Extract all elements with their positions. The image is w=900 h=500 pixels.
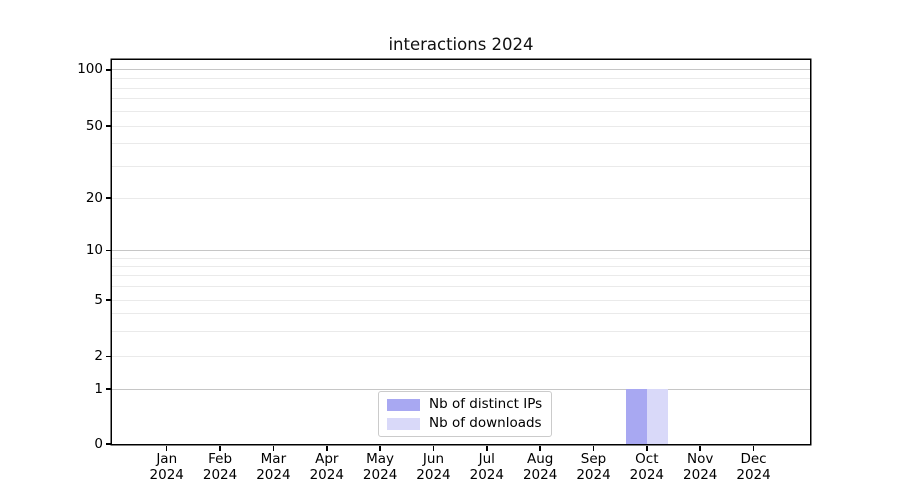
y-tick-label: 1 bbox=[94, 380, 103, 397]
x-tick-mark bbox=[486, 445, 488, 451]
legend-label: Nb of distinct IPs bbox=[429, 396, 543, 412]
y-tick-mark bbox=[105, 299, 111, 301]
y-minor-gridline bbox=[112, 87, 810, 89]
y-tick-mark bbox=[105, 125, 111, 127]
x-tick-mark bbox=[752, 445, 755, 451]
x-tick-label: Nov 2024 bbox=[665, 451, 735, 483]
y-minor-gridline bbox=[112, 275, 810, 277]
x-tick-label: May 2024 bbox=[345, 451, 415, 483]
legend: Nb of distinct IPs Nb of downloads bbox=[378, 391, 553, 437]
x-tick-mark bbox=[379, 445, 381, 451]
legend-entry: Nb of distinct IPs bbox=[387, 395, 542, 414]
y-tick-label: 20 bbox=[85, 189, 103, 206]
x-tick-month: Jun bbox=[422, 451, 444, 467]
x-tick-year: 2024 bbox=[629, 466, 665, 483]
y-tick-mark bbox=[105, 249, 111, 252]
bar-downloads bbox=[646, 389, 668, 444]
y-tick-mark bbox=[105, 443, 111, 445]
x-tick-month: Jan bbox=[156, 451, 178, 467]
y-tick-label: 2 bbox=[94, 347, 103, 364]
y-minor-gridline bbox=[112, 257, 810, 259]
y-minor-gridline bbox=[112, 313, 810, 315]
y-tick-mark bbox=[105, 355, 111, 358]
y-minor-gridline bbox=[112, 165, 810, 167]
x-tick-year: 2024 bbox=[416, 466, 451, 483]
x-tick-mark bbox=[326, 445, 328, 451]
x-tick-mark bbox=[539, 445, 541, 451]
y-minor-gridline bbox=[112, 98, 810, 100]
x-tick-mark bbox=[272, 445, 275, 451]
x-tick-month: Feb bbox=[208, 451, 233, 467]
x-tick-mark bbox=[592, 445, 595, 451]
legend-entry: Nb of downloads bbox=[387, 414, 542, 433]
x-tick-year: 2024 bbox=[202, 466, 238, 483]
x-tick-year: 2024 bbox=[736, 466, 771, 483]
x-tick-year: 2024 bbox=[576, 466, 611, 483]
y-tick-label: 10 bbox=[85, 242, 103, 258]
y-gridline bbox=[112, 250, 810, 251]
x-tick-label: Jul 2024 bbox=[452, 451, 522, 483]
legend-swatch bbox=[387, 417, 420, 430]
y-tick-mark bbox=[105, 388, 111, 390]
x-tick-year: 2024 bbox=[149, 466, 184, 483]
legend-label: Nb of downloads bbox=[429, 415, 542, 431]
y-minor-gridline bbox=[112, 286, 810, 288]
x-tick-month: Nov bbox=[687, 451, 714, 467]
x-tick-year: 2024 bbox=[522, 466, 558, 483]
x-tick-month: Jul bbox=[478, 451, 495, 467]
y-gridline bbox=[112, 69, 810, 71]
y-tick-label: 0 bbox=[94, 435, 103, 452]
bar-distinct-ips bbox=[625, 389, 647, 444]
x-tick-year: 2024 bbox=[683, 466, 718, 483]
x-tick-month: Mar bbox=[260, 451, 287, 467]
x-tick-month: Oct bbox=[635, 451, 659, 467]
x-tick-month: May bbox=[366, 451, 395, 467]
x-tick-mark bbox=[219, 445, 221, 451]
x-tick-mark bbox=[165, 445, 168, 451]
x-tick-mark bbox=[699, 445, 701, 451]
y-tick-label: 50 bbox=[85, 117, 103, 134]
plot-area: 0 1 2 5 10 20 50 100 Jan 2024 Feb 2024 Mar 2024 Apr 202… bbox=[77, 60, 810, 482]
x-tick-label: Apr 2024 bbox=[292, 451, 362, 483]
y-tick-label: 100 bbox=[77, 61, 103, 78]
x-tick-mark bbox=[432, 445, 435, 451]
y-minor-gridline bbox=[112, 110, 810, 112]
x-tick-mark bbox=[646, 445, 648, 451]
x-tick-label: Jan 2024 bbox=[132, 451, 202, 483]
x-tick-label: Dec 2024 bbox=[719, 451, 789, 483]
y-tick-label: 5 bbox=[94, 291, 103, 308]
legend-swatch bbox=[387, 398, 420, 411]
y-gridline bbox=[112, 355, 810, 357]
x-tick-year: 2024 bbox=[256, 466, 291, 483]
chart-title: interactions 2024 bbox=[388, 35, 534, 54]
x-tick-label: Sep 2024 bbox=[559, 451, 629, 483]
y-minor-gridline bbox=[112, 143, 810, 145]
x-tick-year: 2024 bbox=[362, 466, 398, 483]
x-tick-label: Jun 2024 bbox=[398, 451, 468, 483]
y-tick-mark bbox=[105, 197, 111, 199]
y-gridline bbox=[112, 197, 810, 199]
x-tick-label: Oct 2024 bbox=[612, 451, 682, 483]
x-tick-month: Dec bbox=[740, 451, 767, 467]
x-tick-month: Apr bbox=[315, 451, 339, 467]
y-minor-gridline bbox=[112, 330, 810, 332]
y-gridline bbox=[112, 388, 810, 390]
y-minor-gridline bbox=[112, 78, 810, 79]
y-gridline bbox=[112, 125, 810, 127]
y-minor-gridline bbox=[112, 265, 810, 267]
x-tick-label: Feb 2024 bbox=[185, 451, 255, 483]
x-tick-label: Aug 2024 bbox=[505, 451, 575, 483]
x-tick-year: 2024 bbox=[309, 466, 344, 483]
x-tick-month: Aug bbox=[526, 451, 554, 467]
x-tick-year: 2024 bbox=[469, 466, 504, 483]
y-tick-mark bbox=[105, 69, 111, 71]
x-tick-label: Mar 2024 bbox=[238, 451, 308, 483]
y-gridline bbox=[112, 299, 810, 301]
x-tick-month: Sep bbox=[580, 451, 607, 467]
